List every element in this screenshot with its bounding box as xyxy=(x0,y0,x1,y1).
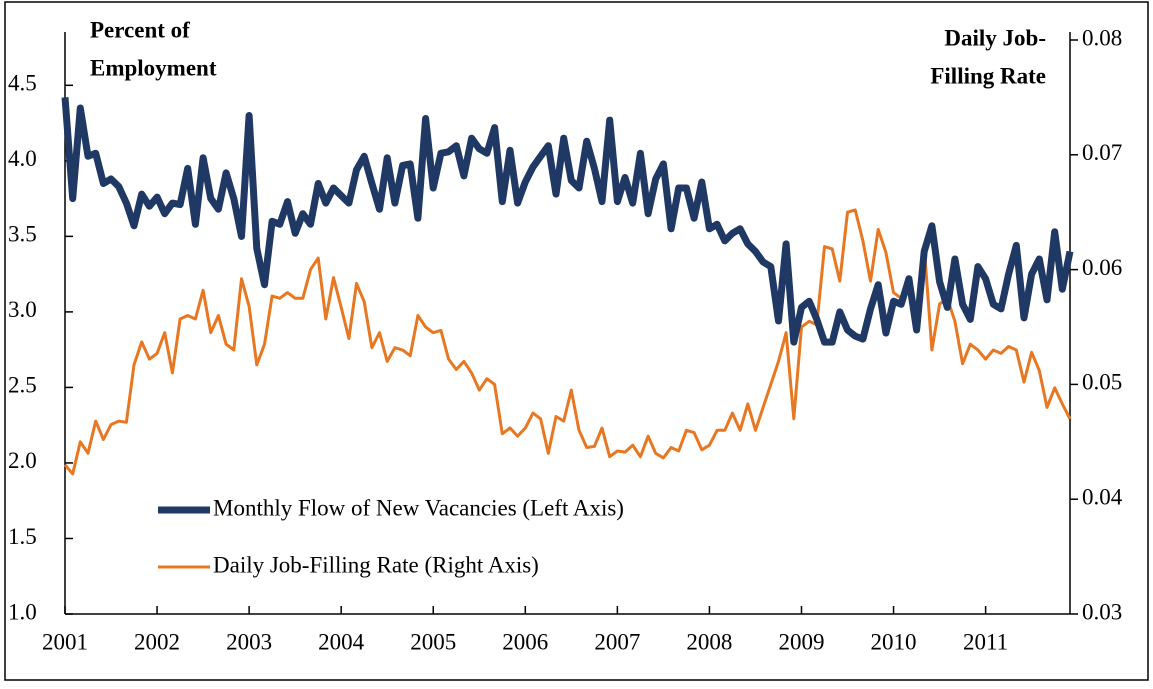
y2-tick-label: 0.08 xyxy=(1082,25,1122,50)
y2-tick-label: 0.06 xyxy=(1082,255,1122,280)
y-tick-label: 3.0 xyxy=(8,297,37,322)
y2-tick-label: 0.03 xyxy=(1082,599,1122,624)
x-tick-label: 2009 xyxy=(778,629,824,654)
x-tick-label: 2006 xyxy=(502,629,548,654)
x-tick-label: 2003 xyxy=(226,629,272,654)
x-tick-label: 2005 xyxy=(410,629,456,654)
y-axis-title: Percent of xyxy=(90,17,190,42)
y-tick-label: 1.5 xyxy=(8,524,37,549)
y-tick-label: 1.0 xyxy=(8,599,37,624)
x-tick-label: 2008 xyxy=(686,629,732,654)
x-tick-label: 2004 xyxy=(318,629,365,654)
y2-axis-title: Filling Rate xyxy=(930,63,1046,88)
y2-tick-label: 0.04 xyxy=(1082,484,1123,509)
y-tick-label: 2.5 xyxy=(8,373,37,398)
x-tick-label: 2010 xyxy=(871,629,917,654)
x-tick-label: 2002 xyxy=(134,629,180,654)
y2-tick-label: 0.07 xyxy=(1082,140,1122,165)
y2-tick-label: 0.05 xyxy=(1082,370,1122,395)
x-tick-label: 2011 xyxy=(963,629,1008,654)
y2-axis-title: Daily Job- xyxy=(944,25,1046,50)
legend-label: Monthly Flow of New Vacancies (Left Axis… xyxy=(213,495,624,520)
series-line xyxy=(63,208,1072,476)
y-tick-label: 4.5 xyxy=(8,71,37,96)
legend-label: Daily Job-Filling Rate (Right Axis) xyxy=(213,552,539,577)
x-tick-label: 2001 xyxy=(42,629,88,654)
y-tick-label: 3.5 xyxy=(8,222,37,247)
series-line xyxy=(61,97,1074,346)
frame xyxy=(4,1,1149,681)
y-tick-label: 4.0 xyxy=(8,146,37,171)
y-tick-label: 2.0 xyxy=(8,448,37,473)
y-axis-title: Employment xyxy=(90,55,217,80)
x-tick-label: 2007 xyxy=(594,629,640,654)
